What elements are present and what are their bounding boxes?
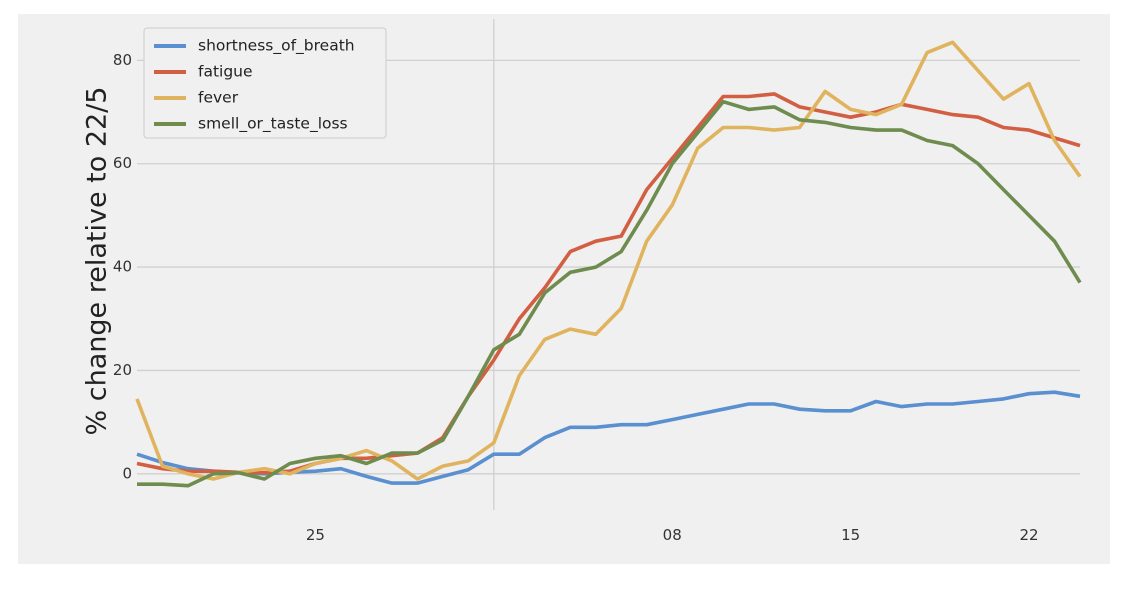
- series-line-smell-or-taste-loss: [137, 99, 1082, 488]
- y-axis-label: % change relative to 22/5: [82, 87, 113, 436]
- y-tick-label: 40: [113, 258, 132, 276]
- legend-label: shortness_of_breath: [198, 37, 355, 56]
- x-tick-label: 25: [306, 526, 325, 544]
- legend-label: fever: [198, 89, 239, 107]
- tick-labels: 0 20 40 60 80 25 08 15 22: [113, 51, 1039, 544]
- y-tick-label: 80: [113, 51, 132, 69]
- series-lines: [135, 40, 1082, 488]
- x-tick-label: 15: [841, 526, 860, 544]
- y-tick-label: 0: [122, 464, 132, 482]
- series-line-fatigue: [136, 92, 1081, 475]
- chart-figure: 0 20 40 60 80 25 08 15 22 % change relative to 2…: [18, 14, 1110, 564]
- series-line-fever: [135, 40, 1082, 481]
- legend-label: smell_or_taste_loss: [198, 115, 348, 134]
- x-tick-label: 22: [1019, 526, 1038, 544]
- x-tick-label: 08: [663, 526, 682, 544]
- legend-label: fatigue: [198, 63, 253, 81]
- y-tick-label: 60: [113, 154, 132, 172]
- line-chart: 0 20 40 60 80 25 08 15 22 % change relative to 2…: [82, 19, 1082, 544]
- y-tick-label: 20: [113, 361, 132, 379]
- legend-box: [143, 27, 387, 139]
